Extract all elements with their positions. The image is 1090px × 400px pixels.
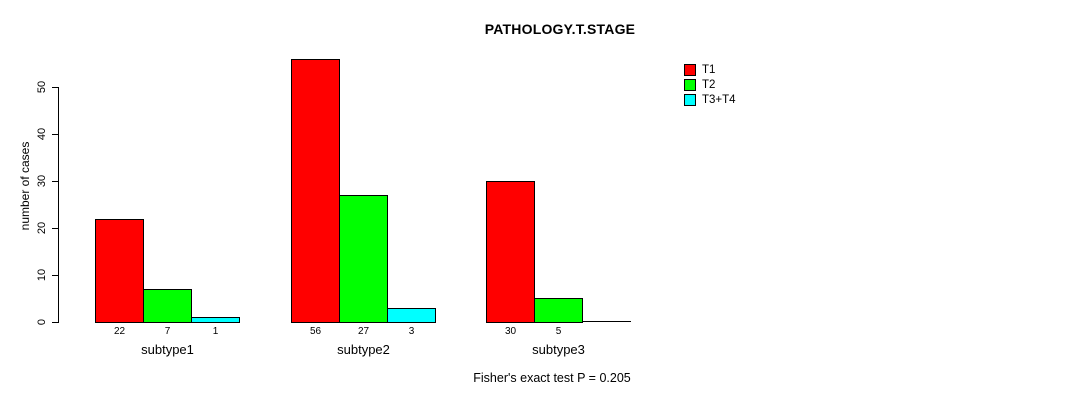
y-tick-mark (52, 228, 58, 229)
legend-swatch-t2 (684, 78, 696, 91)
legend-row: T1 (684, 62, 736, 77)
y-tick-label: 40 (36, 127, 48, 141)
category-label-subtype2: subtype2 (337, 342, 390, 357)
bar-t2-subtype3 (534, 298, 583, 323)
bar-t2-subtype2 (339, 195, 388, 323)
bar-value-label: 30 (504, 326, 517, 337)
y-tick-mark (52, 275, 58, 276)
bar-value-label: 3 (408, 326, 415, 337)
y-tick-mark (52, 87, 58, 88)
category-label-subtype1: subtype1 (141, 342, 194, 357)
y-tick-mark (52, 181, 58, 182)
y-tick-label: 20 (36, 221, 48, 235)
legend-swatch-t3-t4 (684, 93, 696, 106)
legend-row: T2 (684, 77, 736, 92)
bar-value-label: 22 (113, 326, 126, 337)
bar-t1-subtype1 (95, 219, 144, 323)
y-tick-label: 50 (36, 80, 48, 94)
legend-label: T1 (702, 63, 716, 76)
y-axis-line (58, 87, 59, 323)
legend-row: T3+T4 (684, 92, 736, 107)
bar-t2-subtype1 (143, 289, 192, 323)
bar-value-label: 1 (212, 326, 219, 337)
bar-t1-subtype3 (486, 181, 535, 323)
caption: Fisher's exact test P = 0.205 (473, 371, 631, 385)
bar-t3-t4-subtype2 (387, 308, 436, 323)
bar-value-label: 56 (309, 326, 322, 337)
category-label-subtype3: subtype3 (532, 342, 585, 357)
y-tick-mark (52, 322, 58, 323)
legend-label: T3+T4 (702, 93, 736, 106)
bar-zero-subtype3 (582, 321, 631, 322)
bar-value-label: 7 (164, 326, 171, 337)
legend: T1 T2 T3+T4 (684, 62, 736, 107)
bar-value-label: 27 (357, 326, 370, 337)
legend-swatch-t1 (684, 63, 696, 76)
y-tick-label: 10 (36, 268, 48, 282)
y-tick-label: 30 (36, 174, 48, 188)
y-axis-label: number of cases (18, 141, 32, 231)
chart-title: PATHOLOGY.T.STAGE (484, 21, 636, 37)
legend-label: T2 (702, 78, 716, 91)
bar-t1-subtype2 (291, 59, 340, 323)
bar-t3-t4-subtype1 (191, 317, 240, 323)
bar-value-label: 5 (555, 326, 562, 337)
y-tick-mark (52, 134, 58, 135)
y-tick-label: 0 (36, 318, 48, 326)
